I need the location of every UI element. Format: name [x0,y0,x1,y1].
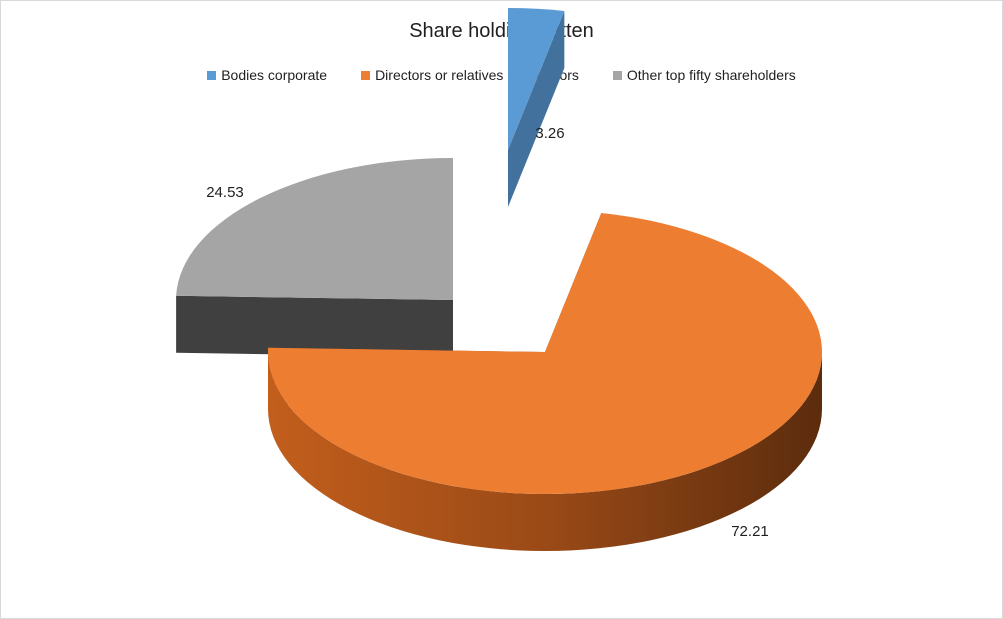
legend-item-bodies-corporate: Bodies corporate [207,67,327,83]
legend-swatch [207,70,217,80]
pie-slice-edge-wall [176,295,453,357]
legend-label: Bodies corporate [221,67,328,83]
pie-slice-1 [508,8,565,208]
data-label: 72.21 [731,523,769,540]
pie-slices [176,8,823,551]
pie-slice-2 [268,212,823,551]
legend-label: Other top fifty shareholders [626,67,796,83]
data-label: 24.53 [206,184,244,201]
pie-slice-3 [176,158,453,357]
data-labels: 3.26 72.21 24.53 [206,125,769,540]
pie-slice-edge-wall [508,10,565,208]
pie-slice-top [176,158,453,300]
pie-slice-top [508,8,565,150]
data-label: 3.26 [535,125,564,142]
legend-item-other-top-fifty: Other top fifty shareholders [612,67,796,83]
pie-slice-side [268,352,822,551]
legend-swatch [612,70,622,80]
pie-slice-top [268,212,823,494]
legend-swatch [361,70,371,80]
